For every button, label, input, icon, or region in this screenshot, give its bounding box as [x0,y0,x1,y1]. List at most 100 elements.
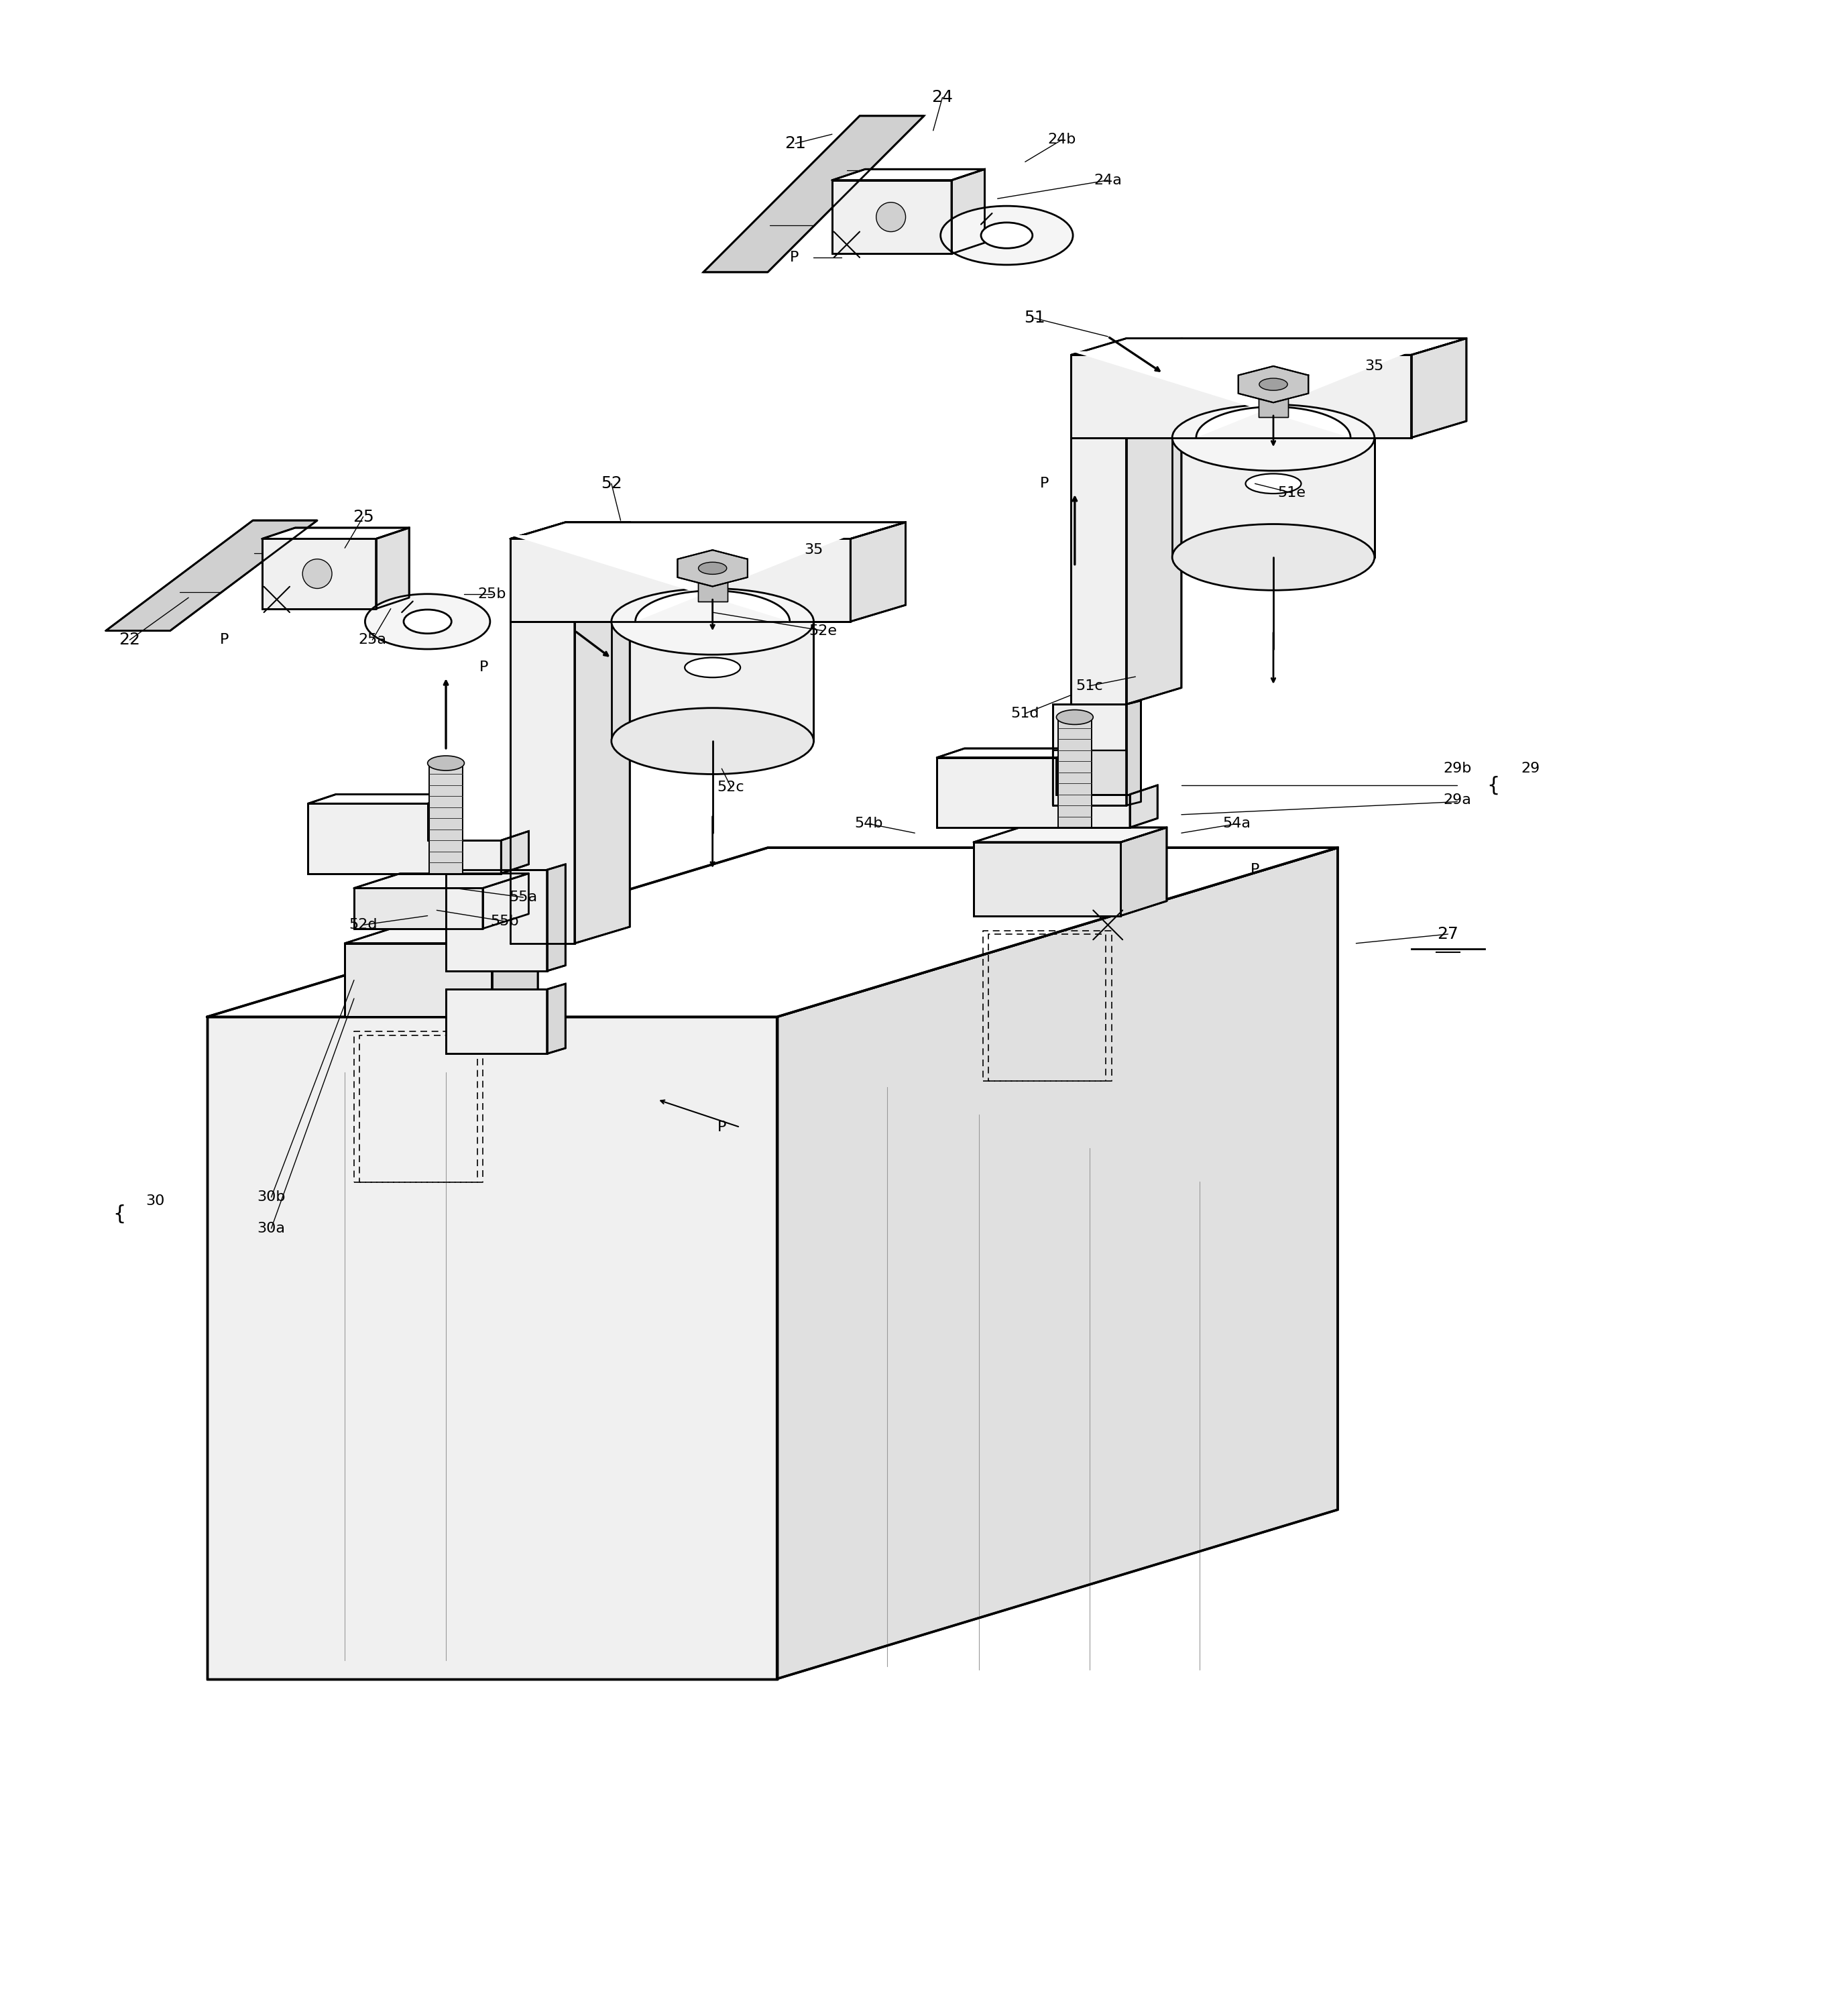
Polygon shape [1072,355,1125,705]
Polygon shape [1053,705,1125,805]
Ellipse shape [612,589,813,655]
Polygon shape [482,873,529,929]
Polygon shape [850,523,906,621]
Text: 25: 25 [353,509,373,525]
Text: 52d: 52d [349,919,377,933]
Polygon shape [1412,337,1467,437]
Text: 25a: 25a [359,633,386,647]
Text: 30: 30 [146,1194,164,1208]
Polygon shape [510,539,850,621]
Polygon shape [612,621,813,741]
Text: 29: 29 [1521,763,1539,775]
Polygon shape [492,929,538,1016]
Text: 51e: 51e [1277,485,1307,499]
Polygon shape [1072,351,1412,437]
Polygon shape [207,1016,776,1679]
Polygon shape [974,843,1120,917]
Text: 29b: 29b [1443,763,1471,775]
Text: 52: 52 [601,475,623,491]
Polygon shape [207,847,1338,1016]
Circle shape [876,202,906,232]
Polygon shape [547,985,565,1054]
Text: 27: 27 [1438,927,1458,943]
Polygon shape [510,523,630,539]
Polygon shape [1258,383,1288,417]
Polygon shape [1238,365,1308,403]
Ellipse shape [686,657,741,677]
Text: 51: 51 [1024,310,1044,326]
Text: 51c: 51c [1076,679,1103,693]
Polygon shape [510,523,906,539]
Text: {: { [1486,775,1499,795]
Polygon shape [355,889,482,929]
Text: {: { [113,1204,126,1224]
Polygon shape [952,170,985,254]
Ellipse shape [612,709,813,775]
Text: P: P [789,252,798,264]
Polygon shape [704,116,924,272]
Polygon shape [974,827,1166,843]
Text: P: P [479,661,488,675]
Polygon shape [105,521,318,631]
Polygon shape [832,180,952,254]
Ellipse shape [366,593,490,649]
Ellipse shape [1258,377,1288,389]
Polygon shape [699,569,728,601]
Ellipse shape [1246,473,1301,493]
Text: 55a: 55a [508,891,538,905]
Polygon shape [510,535,850,621]
Polygon shape [262,527,408,539]
Polygon shape [510,539,575,943]
Polygon shape [937,749,1085,757]
Text: 22: 22 [118,631,140,647]
Polygon shape [346,943,492,1016]
Ellipse shape [699,561,726,575]
Text: 29a: 29a [1443,793,1471,807]
Polygon shape [1072,337,1467,355]
Text: 52c: 52c [717,781,745,793]
Polygon shape [1059,717,1092,827]
Text: 30a: 30a [257,1222,285,1234]
Polygon shape [346,929,538,943]
Ellipse shape [403,609,451,633]
Polygon shape [309,803,501,873]
Text: P: P [1251,863,1260,877]
Polygon shape [547,865,565,971]
Text: 55b: 55b [490,915,519,929]
Text: 25b: 25b [477,587,506,601]
Ellipse shape [941,206,1074,266]
Text: 30b: 30b [257,1190,285,1204]
Text: 54a: 54a [1223,817,1251,831]
Polygon shape [501,831,529,873]
Polygon shape [1072,355,1412,437]
Polygon shape [776,847,1338,1679]
Polygon shape [429,763,462,873]
Ellipse shape [1172,405,1375,471]
Text: 21: 21 [785,136,806,152]
Polygon shape [1125,701,1140,805]
Text: P: P [1040,477,1050,491]
Text: 35: 35 [804,543,822,557]
Polygon shape [678,549,748,587]
Polygon shape [1120,827,1166,917]
Text: 35: 35 [1366,359,1384,373]
Polygon shape [355,873,529,889]
Text: 24: 24 [931,90,954,106]
Circle shape [303,559,333,589]
Ellipse shape [427,755,464,771]
Polygon shape [1125,337,1181,705]
Polygon shape [937,757,1129,827]
Polygon shape [1129,785,1157,827]
Ellipse shape [1057,709,1094,725]
Text: 54b: 54b [854,817,883,831]
Polygon shape [832,170,985,180]
Text: 24b: 24b [1048,134,1076,146]
Ellipse shape [1172,523,1375,591]
Text: 51d: 51d [1011,707,1039,721]
Text: P: P [220,633,229,647]
Text: 24a: 24a [1094,174,1122,188]
Polygon shape [445,871,547,971]
Text: 52e: 52e [809,623,837,637]
Ellipse shape [981,222,1033,248]
Polygon shape [1172,437,1375,557]
